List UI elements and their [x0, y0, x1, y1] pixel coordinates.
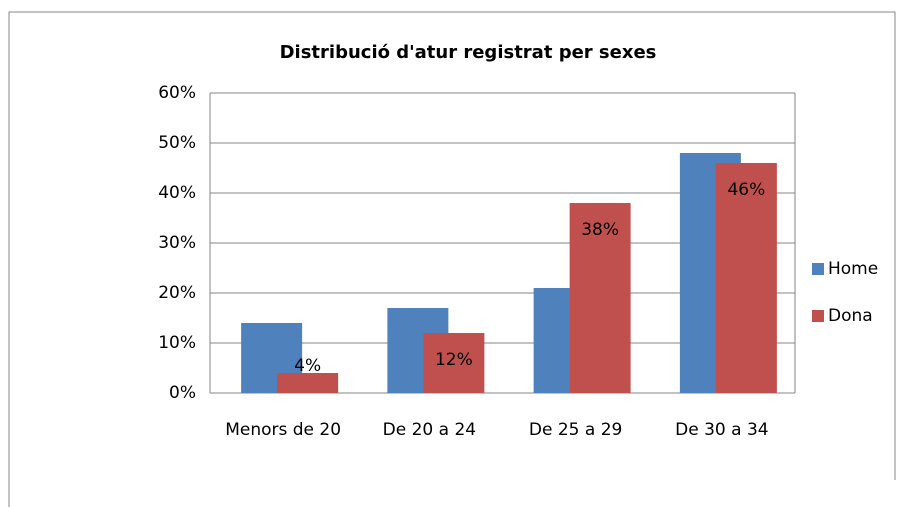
data-label: 4%: [294, 356, 321, 376]
chart-title: Distribució d'atur registrat per sexes: [280, 42, 657, 63]
x-tick-label: De 25 a 29: [528, 420, 623, 440]
bar: [715, 163, 777, 393]
legend-swatch: [812, 263, 824, 275]
chart-frame: [8, 11, 896, 507]
data-label: 12%: [435, 350, 473, 370]
legend-label: Dona: [828, 306, 873, 326]
data-label: 46%: [727, 180, 765, 200]
x-tick-label: De 30 a 34: [675, 420, 769, 440]
y-tick-label: 30%: [158, 233, 196, 253]
y-tick-label: 20%: [158, 283, 196, 303]
y-tick-label: 60%: [158, 83, 196, 103]
legend-label: Home: [828, 259, 878, 279]
bar: [569, 203, 631, 393]
data-label: 38%: [581, 220, 619, 240]
legend-swatch: [812, 310, 824, 322]
y-tick-label: 10%: [158, 333, 196, 353]
bar: [277, 373, 339, 393]
y-tick-label: 40%: [158, 183, 196, 203]
x-tick-label: De 20 a 24: [382, 420, 477, 440]
x-tick-label: Menors de 20: [225, 420, 342, 440]
y-tick-label: 50%: [158, 133, 196, 153]
bar: [423, 333, 485, 393]
y-tick-label: 0%: [169, 383, 196, 403]
